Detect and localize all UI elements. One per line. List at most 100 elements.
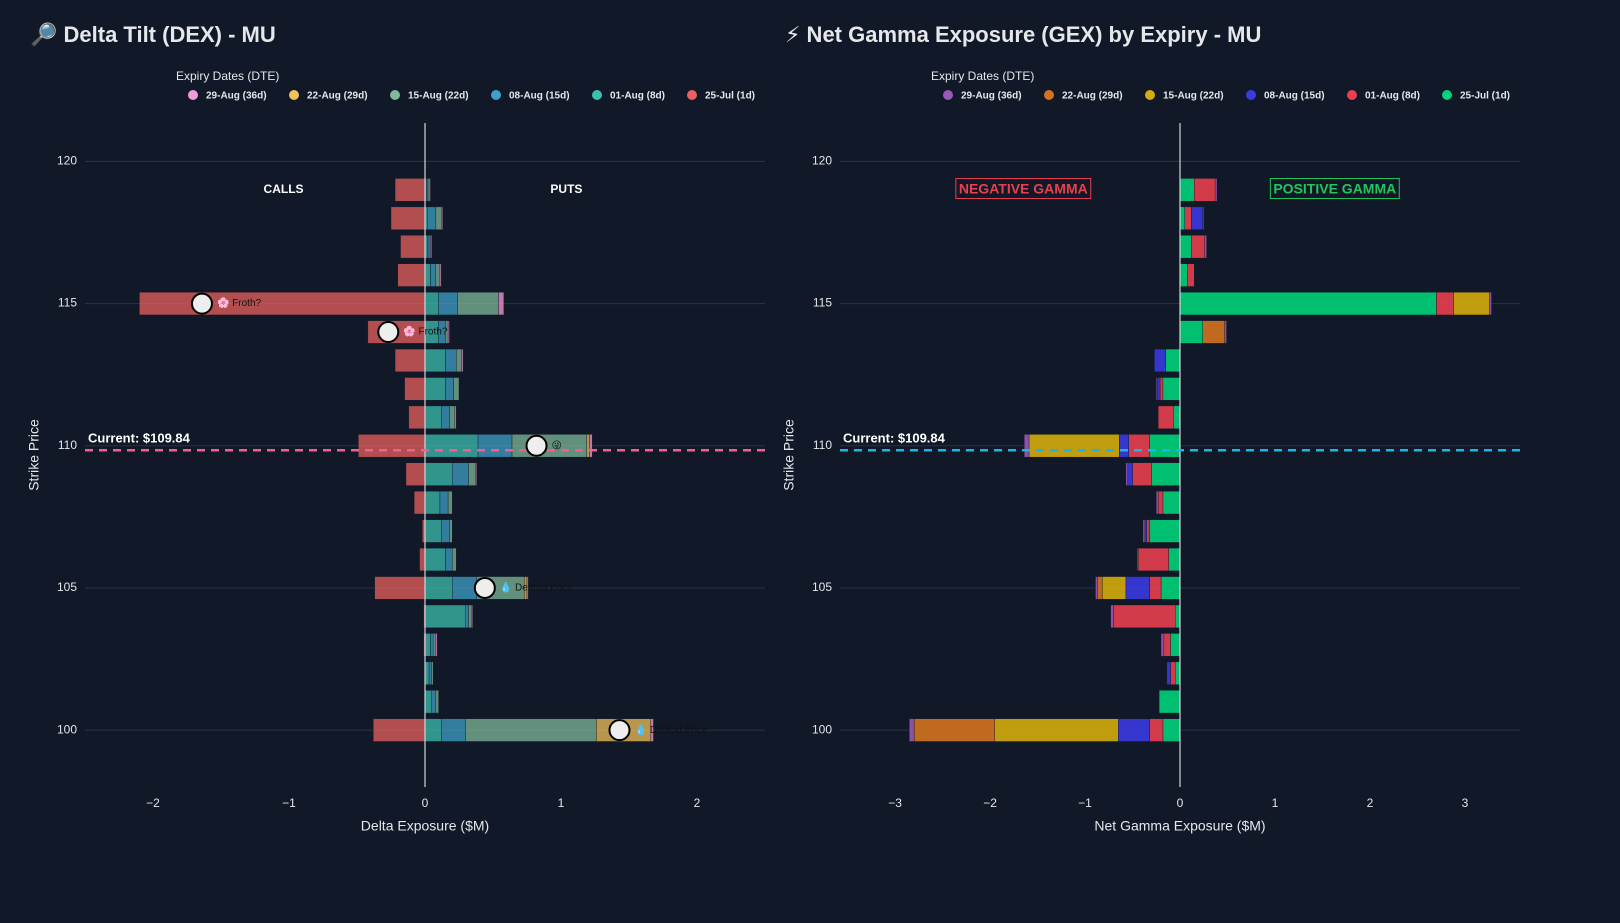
bar-segment <box>1151 462 1181 486</box>
bar-segment <box>424 348 446 373</box>
x-tick-label: 2 <box>694 796 701 810</box>
bar-segment <box>1436 291 1454 316</box>
bar-segment <box>526 576 529 600</box>
legend-label: 25-Jul (1d) <box>1460 91 1510 102</box>
bar-segment <box>424 604 466 628</box>
bar-segment <box>424 491 441 515</box>
bar-segment <box>1202 206 1204 230</box>
bar-segment <box>358 434 426 458</box>
bar-segment <box>511 434 588 458</box>
bar-segment <box>424 291 439 316</box>
bar-segment <box>435 690 439 714</box>
bar-segment <box>430 633 434 657</box>
bar-segment <box>435 263 441 287</box>
marker <box>473 576 496 599</box>
bar-segment <box>424 519 442 543</box>
bar-segment <box>1144 519 1147 543</box>
bar-segment <box>452 462 469 486</box>
bar-segment <box>1028 434 1120 458</box>
bar-segment <box>650 718 654 742</box>
bar-segment <box>419 547 426 572</box>
legend-swatch <box>289 90 299 100</box>
bar-segment <box>408 405 426 429</box>
bar-segment <box>1138 547 1169 572</box>
x-tick-label: −2 <box>146 796 160 810</box>
y-tick-label: 115 <box>813 296 832 310</box>
legend-swatch <box>1246 90 1256 100</box>
bar-segment <box>1119 434 1129 458</box>
y-tick-label: 120 <box>57 154 77 168</box>
marker-label: 😜 <box>552 440 562 451</box>
bar-segment <box>424 405 442 429</box>
chart-title: 🔎 Delta Tilt (DEX) - MU <box>30 20 276 47</box>
marker <box>525 434 548 457</box>
y-tick-label: 100 <box>57 722 77 736</box>
y-tick-label: 105 <box>812 580 832 594</box>
bar-segment <box>424 462 453 486</box>
bar-segment <box>430 263 437 287</box>
bar-segment <box>1128 434 1150 458</box>
bar-segment <box>1179 291 1437 316</box>
current-price-label: Current: $109.84 <box>843 431 946 446</box>
bar-segment <box>445 348 457 373</box>
bar-segment <box>1184 206 1192 230</box>
bar-segment <box>424 718 442 742</box>
bar-segment <box>1173 405 1181 429</box>
bar-segment <box>1159 377 1164 401</box>
bar-segment <box>1224 320 1227 344</box>
bar-segment <box>477 434 513 458</box>
x-tick-label: 2 <box>1367 796 1374 810</box>
legend-swatch <box>687 90 697 100</box>
bar-segment <box>445 377 454 401</box>
bar-segment <box>1132 462 1152 486</box>
y-tick-label: 120 <box>812 154 832 168</box>
x-tick-label: −3 <box>888 796 902 810</box>
bar-segment <box>1024 434 1030 458</box>
bar-segment <box>1187 263 1195 287</box>
bar-segment <box>1162 718 1181 742</box>
y-tick-label: 105 <box>57 580 77 594</box>
bar-segment <box>431 661 434 685</box>
annotation: PUTS <box>550 182 582 196</box>
bar-segment <box>1194 178 1216 202</box>
bar-segment <box>1175 604 1181 628</box>
legend-label: 22-Aug (29d) <box>1062 91 1123 102</box>
bar-segment <box>1168 547 1181 572</box>
bar-segment <box>1170 633 1181 657</box>
bar-segment <box>1175 661 1181 685</box>
bar-segment <box>428 235 431 259</box>
bar-segment <box>1179 178 1195 202</box>
marker <box>190 292 213 315</box>
legend-swatch <box>491 90 501 100</box>
bar-segment <box>441 405 450 429</box>
bar-segment <box>394 348 426 373</box>
legend-swatch <box>1044 90 1054 100</box>
bar-segment <box>1163 633 1171 657</box>
bar-segment <box>1113 604 1176 628</box>
bar-segment <box>424 547 446 572</box>
annotation-box <box>1269 178 1400 200</box>
bar-segment <box>1097 576 1103 600</box>
bar-segment <box>441 206 443 230</box>
current-price-label: Current: $109.84 <box>88 431 191 446</box>
legend-label: 01-Aug (8d) <box>610 91 665 102</box>
x-tick-label: 1 <box>558 796 565 810</box>
marker-label: 🌸 Froth? <box>217 296 262 309</box>
bar-segment <box>1202 320 1225 344</box>
bar-segment <box>430 235 433 259</box>
bar-segment <box>438 291 458 316</box>
bar-segment <box>424 377 446 401</box>
bar-segment <box>1149 718 1164 742</box>
bar-segment <box>1118 718 1150 742</box>
bar-segment <box>1101 576 1127 600</box>
bar-segment <box>424 263 431 287</box>
bar-segment <box>397 263 426 287</box>
bar-segment <box>1157 491 1164 515</box>
bar-segment <box>400 235 426 259</box>
bar-segment <box>394 178 426 202</box>
bar-segment <box>445 547 453 572</box>
bar-segment <box>432 633 437 657</box>
y-tick-label: 100 <box>812 722 832 736</box>
legend-title: Expiry Dates (DTE) <box>931 69 1034 83</box>
legend-swatch <box>1145 90 1155 100</box>
